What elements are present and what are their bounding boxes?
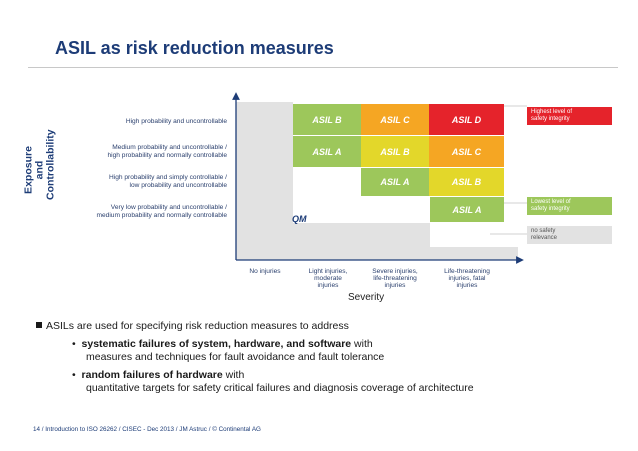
- y-label-4: Very low probability and uncontrollable …: [96, 204, 227, 219]
- square-bullet-icon: [36, 322, 42, 328]
- cell-asil-c-r2: ASIL C: [429, 136, 504, 167]
- bullet-item-1-rest: with: [351, 338, 373, 350]
- y-label-2: Medium probability and uncontrollable / …: [107, 144, 228, 159]
- slide-title: ASIL as risk reduction measures: [55, 38, 334, 58]
- bullet-item-1-bold: systematic failures of system, hardware,…: [81, 338, 352, 350]
- bullet-item-2-line2: quantitative targets for safety critical…: [86, 382, 474, 394]
- bullet-item-2: • random failures of hardware with: [72, 369, 244, 382]
- cell-asil-a-r3: ASIL A: [361, 168, 429, 196]
- cell-asil-b-r1: ASIL B: [293, 104, 361, 135]
- y-label-3: High probability and simply controllable…: [108, 174, 227, 189]
- bullet-item-2-bold: random failures of hardware: [81, 369, 223, 381]
- x-label-1: No injuries: [249, 268, 281, 275]
- bullet-item-1: • systematic failures of system, hardwar…: [72, 338, 373, 351]
- x-label-4: Life-threatening injuries, fatal injurie…: [444, 268, 490, 290]
- cell-asil-c-r1: ASIL C: [361, 104, 429, 135]
- dot-bullet-icon: •: [72, 338, 82, 350]
- qm-region: [236, 102, 518, 260]
- cell-asil-d-r1: ASIL D: [429, 104, 504, 135]
- bullet-main-text: ASILs are used for specifying risk reduc…: [46, 320, 349, 332]
- bullet-item-2-rest: with: [222, 369, 245, 381]
- cell-asil-a-r4: ASIL A: [430, 197, 504, 222]
- x-axis-title: Severity: [348, 292, 385, 303]
- y-label-1: High probability and uncontrollable: [125, 118, 227, 125]
- cell-asil-b-r3: ASIL B: [429, 168, 504, 196]
- x-label-3: Severe injuries, life-threatening injuri…: [372, 268, 418, 290]
- title-divider: [28, 67, 618, 68]
- legend-highest: Highest level of safety integrity: [527, 107, 612, 125]
- qm-label: QM: [292, 214, 307, 224]
- bullet-main: ASILs are used for specifying risk reduc…: [36, 320, 349, 333]
- cell-asil-b-r2: ASIL B: [361, 136, 429, 167]
- dot-bullet-icon: •: [72, 369, 82, 381]
- slide-footer: 14 / Introduction to ISO 26262 / CISEC -…: [33, 426, 261, 433]
- x-label-2: Light injuries, moderate injuries: [308, 268, 348, 290]
- cell-asil-a-r2: ASIL A: [293, 136, 361, 167]
- legend-lowest: Lowest level of safety integrity: [527, 197, 612, 215]
- bullet-item-1-line2: measures and techniques for fault avoida…: [86, 351, 385, 363]
- y-axis-labels: High probability and uncontrollable Medi…: [70, 108, 227, 228]
- legend-no-relevance: no safety relevance: [527, 226, 612, 244]
